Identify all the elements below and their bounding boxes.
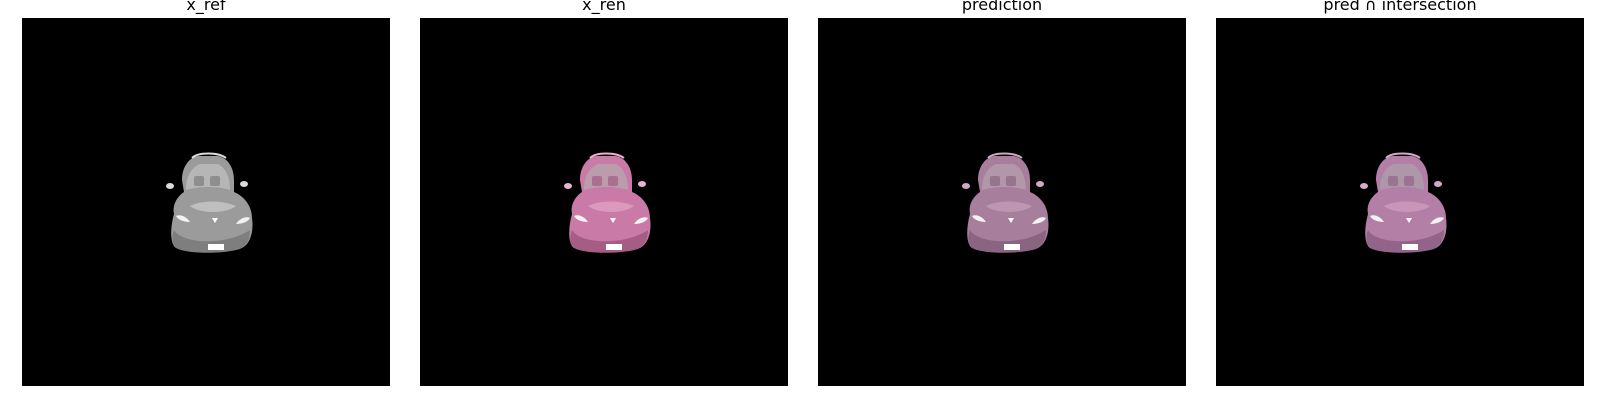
- car-seat: [210, 176, 220, 186]
- car-seat: [194, 176, 204, 186]
- car-headlight-right: [236, 217, 250, 224]
- car-bumper: [968, 230, 1046, 253]
- image-panel-pred-intersection: [1216, 18, 1584, 386]
- car-image: [166, 152, 253, 253]
- car-headlight-left: [972, 215, 986, 222]
- car-license-plate: [1402, 244, 1418, 250]
- image-panel-x-ren: [420, 18, 788, 386]
- car-mirror-right: [1036, 181, 1044, 187]
- panel-title-prediction: prediction: [961, 0, 1043, 14]
- panel-title-pred-intersection: pred ∩ intersection: [1323, 0, 1477, 14]
- car-headlight-left: [1370, 215, 1384, 222]
- car-roofline: [589, 152, 625, 159]
- car-image: [1360, 152, 1447, 253]
- car-image: [962, 152, 1049, 253]
- car-mirror-left: [1360, 183, 1368, 189]
- car-license-plate: [606, 244, 622, 250]
- car-seat: [1006, 176, 1016, 186]
- car-mirror-right: [638, 181, 646, 187]
- car-headlight-left: [574, 215, 588, 222]
- car-bumper: [172, 230, 250, 253]
- car-mirror-left: [166, 183, 174, 189]
- car-hood-highlight: [190, 201, 236, 212]
- car-mirror-left: [564, 183, 572, 189]
- car-badge: [1406, 218, 1412, 223]
- car-hood-highlight: [588, 201, 634, 212]
- car-hood-highlight: [986, 201, 1032, 212]
- car-mirror-right: [240, 181, 248, 187]
- car-seat: [1404, 176, 1414, 186]
- car-bumper: [570, 230, 648, 253]
- car-seat: [592, 176, 602, 186]
- car-mirror-left: [962, 183, 970, 189]
- panel-title-x-ref: x_ref: [186, 0, 226, 14]
- car-badge: [1008, 218, 1014, 223]
- car-license-plate: [1004, 244, 1020, 250]
- car-mirror-right: [1434, 181, 1442, 187]
- car-seat: [1388, 176, 1398, 186]
- car-roofline: [987, 152, 1023, 159]
- car-license-plate: [208, 244, 224, 250]
- car-badge: [610, 218, 616, 223]
- car-headlight-right: [1430, 217, 1444, 224]
- car-seat: [608, 176, 618, 186]
- car-roofline: [1385, 152, 1421, 159]
- image-panel-prediction: [818, 18, 1186, 386]
- panel-title-x-ren: x_ren: [582, 0, 626, 14]
- car-headlight-right: [1032, 217, 1046, 224]
- car-bumper: [1366, 230, 1444, 253]
- car-badge: [212, 218, 218, 223]
- image-panel-x-ref: [22, 18, 390, 386]
- car-headlight-left: [176, 215, 190, 222]
- car-roofline: [191, 152, 227, 159]
- car-headlight-right: [634, 217, 648, 224]
- car-image: [564, 152, 651, 253]
- car-seat: [990, 176, 1000, 186]
- car-hood-highlight: [1384, 201, 1430, 212]
